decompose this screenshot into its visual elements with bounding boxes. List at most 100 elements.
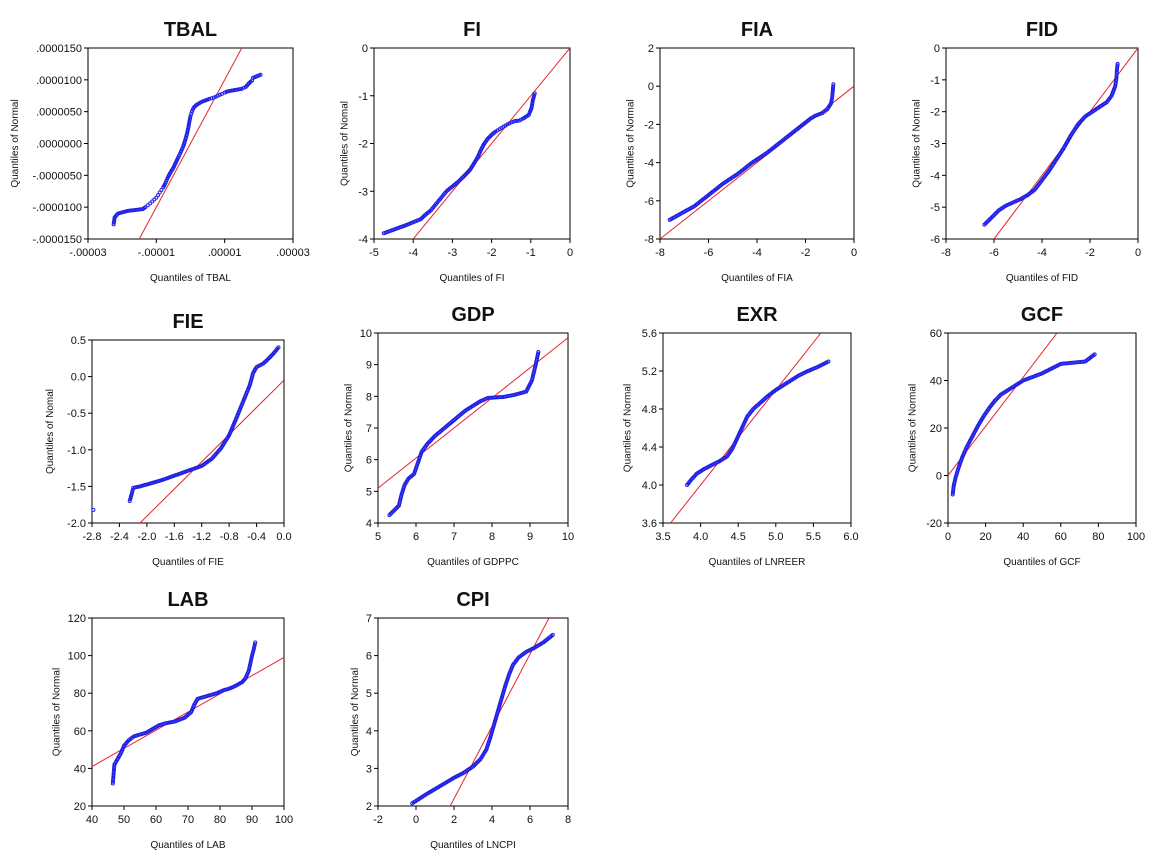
- data-point: [251, 647, 256, 652]
- plot-frame: [377, 332, 569, 524]
- data-point: [828, 101, 833, 106]
- data-point: [111, 220, 116, 225]
- data-point: [1115, 61, 1120, 66]
- y-tick-label: -6: [930, 234, 940, 246]
- x-tick-label: 10: [562, 531, 574, 543]
- x-tick-label: -2.4: [110, 531, 129, 543]
- y-tick-label: 3.6: [642, 518, 657, 530]
- x-tick-label: 4.5: [731, 531, 746, 543]
- y-tick-label: 60: [74, 726, 86, 738]
- y-tick-label: 5.2: [642, 366, 657, 378]
- data-point: [1115, 63, 1120, 68]
- data-point: [529, 105, 534, 110]
- y-tick-label: 4.0: [642, 480, 657, 492]
- y-tick-label: -.0000150: [32, 234, 82, 246]
- data-point: [830, 89, 835, 94]
- y-axis-label: Quantiles of Normal: [10, 99, 21, 187]
- x-tick-label: 40: [86, 814, 98, 826]
- data-point: [515, 118, 520, 123]
- data-point: [128, 497, 133, 502]
- data-point: [830, 93, 835, 98]
- x-tick-label: -8: [941, 247, 951, 259]
- data-point: [189, 109, 194, 114]
- data-point: [145, 203, 150, 208]
- data-point: [190, 107, 195, 112]
- panel-title: GDP: [451, 304, 494, 326]
- x-tick-label: 8: [565, 814, 571, 826]
- data-point: [157, 190, 162, 195]
- y-axis-label: Quantiles of Nomal: [45, 389, 56, 474]
- y-axis-label: Quantiles of Normal: [622, 384, 633, 472]
- data-point: [117, 211, 122, 216]
- y-tick-label: 4: [366, 726, 372, 738]
- data-point: [829, 99, 834, 104]
- data-point: [248, 659, 253, 664]
- x-tick-label: 80: [214, 814, 226, 826]
- data-point: [829, 97, 834, 102]
- data-point: [529, 103, 534, 108]
- y-tick-label: .0000050: [36, 107, 82, 119]
- data-point: [250, 651, 255, 656]
- qq-panel-fia: FIA -8 -6 -4 -2 0 -8 -6 -4 -2 0 2 Quantiles of FIA Qu…: [626, 19, 857, 284]
- x-tick-label: -2: [801, 247, 811, 259]
- data-point: [276, 345, 281, 350]
- x-tick-label: -6: [989, 247, 999, 259]
- qq-panel-exr: EXR 3.5 4.0 4.5 5.0 5.5 6.0 3.6 4.0 4.4 4.8 5.2 5.6 Q…: [622, 304, 858, 568]
- x-tick-label: -6: [704, 247, 714, 259]
- y-tick-label: 4.4: [642, 442, 657, 454]
- data-point: [830, 95, 835, 100]
- data-point: [179, 147, 184, 152]
- x-tick-label: 70: [182, 814, 194, 826]
- plot-area: [381, 48, 570, 239]
- data-point: [180, 145, 185, 150]
- data-point: [232, 88, 237, 93]
- data-point: [131, 485, 136, 490]
- data-point: [249, 655, 254, 660]
- data-point: [550, 632, 555, 637]
- data-point: [536, 350, 541, 354]
- data-point: [207, 96, 212, 101]
- data-point: [132, 485, 137, 490]
- x-tick-label: -8: [655, 247, 665, 259]
- x-tick-label: 40: [1017, 531, 1029, 543]
- data-point: [1114, 72, 1119, 77]
- plot-area: [111, 48, 263, 239]
- x-tick-label: 6: [527, 814, 533, 826]
- x-tick-label: 2: [451, 814, 457, 826]
- x-axis-label: Quantiles of FID: [1006, 273, 1078, 284]
- data-point: [112, 218, 117, 223]
- x-tick-label: -4: [752, 247, 762, 259]
- panel-title: CPI: [456, 589, 489, 611]
- data-point: [123, 209, 128, 214]
- data-point: [511, 119, 516, 124]
- panel-title: GCF: [1021, 304, 1063, 326]
- data-point: [831, 84, 836, 89]
- y-axis-label: Quantiles of Normal: [51, 668, 62, 756]
- y-axis-label: Quantiles of Normal: [350, 668, 361, 756]
- plot-frame: [945, 47, 1139, 240]
- data-point: [188, 114, 193, 119]
- y-tick-label: 40: [930, 376, 942, 388]
- data-point: [128, 495, 133, 500]
- y-tick-label: -0.5: [67, 408, 86, 420]
- y-tick-label: 7: [366, 613, 372, 625]
- x-tick-label: 6.0: [843, 531, 858, 543]
- data-point: [159, 187, 164, 192]
- x-tick-label: 4: [489, 814, 495, 826]
- y-tick-label: -.0000100: [32, 202, 82, 214]
- x-tick-label: -2.8: [83, 531, 102, 543]
- data-point: [187, 119, 192, 124]
- y-tick-label: -2.0: [67, 518, 86, 530]
- x-tick-label: 0.0: [276, 531, 291, 543]
- y-tick-label: -4: [930, 170, 940, 182]
- y-tick-label: -5: [930, 202, 940, 214]
- y-tick-label: 6: [366, 455, 372, 467]
- x-tick-label: 4.0: [693, 531, 708, 543]
- y-tick-label: -1.5: [67, 481, 86, 493]
- y-tick-label: .0000100: [36, 75, 82, 87]
- x-tick-label: -1: [526, 247, 536, 259]
- data-point: [530, 98, 535, 103]
- data-point: [129, 491, 134, 496]
- y-tick-label: 0.5: [71, 335, 86, 347]
